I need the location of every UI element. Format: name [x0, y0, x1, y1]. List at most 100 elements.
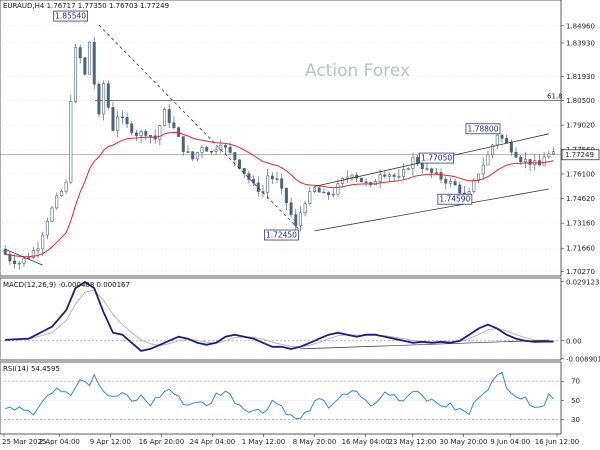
- candle-body: [430, 168, 434, 173]
- candle-body: [364, 181, 368, 183]
- macd-header: MACD(12,26,9) -0.000408 0.000167: [3, 281, 130, 289]
- price-annotation-box: [264, 229, 299, 241]
- candle-body: [158, 125, 162, 140]
- candle-body: [547, 153, 551, 158]
- macd-tick-label: -0.008901: [566, 355, 600, 363]
- time-tick-label: 16 Apr 20:00: [139, 438, 185, 446]
- candle-body: [64, 181, 68, 192]
- time-tick-label: 9 Apr 12:00: [90, 438, 131, 446]
- candle-body: [284, 187, 288, 204]
- candle-body: [256, 182, 260, 192]
- time-tick-label: 8 May 20:00: [293, 438, 337, 446]
- candle-body: [406, 168, 410, 170]
- rsi-line: [5, 371, 554, 420]
- candle-body: [519, 156, 523, 162]
- rsi-panel-frame: [0, 361, 562, 435]
- candle-body: [8, 254, 12, 262]
- candle-body: [69, 101, 73, 183]
- candle-body: [509, 142, 513, 153]
- candle-body: [491, 144, 495, 156]
- candle-body: [350, 174, 354, 178]
- price-annotations: 1.85540 1.72450 1.77050 1.74590 1.78800: [53, 10, 501, 241]
- candle-body: [280, 178, 284, 189]
- candle-body: [45, 220, 49, 236]
- rsi-tick-label: 70: [571, 378, 580, 386]
- candle-body: [120, 116, 124, 119]
- time-tick-label: 16 May 04:00: [342, 438, 390, 446]
- macd-panel-frame: [0, 277, 562, 361]
- candle-body: [416, 157, 420, 165]
- candle-body: [27, 257, 31, 259]
- price-tick-label: 1.79020: [566, 122, 595, 130]
- price-annotation-box: [437, 193, 473, 205]
- candle-body: [55, 195, 59, 209]
- candle-body: [177, 127, 181, 137]
- candle-body: [191, 151, 195, 160]
- candle-body: [247, 173, 251, 180]
- price-tick-label: 1.70270: [566, 268, 595, 276]
- macd-trendline-segment: [300, 339, 549, 350]
- macd-main-line: [5, 280, 554, 352]
- price-annotation-label: 1.78800: [467, 124, 498, 133]
- price-annotation-label: 1.85540: [55, 12, 86, 21]
- candle-body: [233, 152, 237, 161]
- candle-body: [467, 191, 471, 195]
- candle-body: [378, 174, 382, 182]
- candle-body: [341, 178, 345, 185]
- candle-body: [434, 172, 438, 174]
- candle-body: [439, 172, 443, 180]
- candle-body: [308, 191, 312, 205]
- candle-body: [528, 159, 532, 165]
- price-tick-label: 1.83930: [566, 39, 595, 47]
- price-tick-label: 1.84960: [566, 22, 595, 30]
- candle-body: [420, 163, 424, 170]
- candle-body: [345, 176, 349, 179]
- price-annotation-box: [465, 123, 501, 135]
- candle-body: [50, 207, 54, 222]
- candle-body: [453, 181, 457, 186]
- candle-body: [392, 174, 396, 177]
- macd-trendline: [300, 339, 549, 350]
- candle-body: [317, 187, 321, 193]
- candle-body: [148, 135, 152, 137]
- candle-body: [238, 159, 242, 169]
- candle-body: [294, 214, 298, 227]
- time-tick-label: 23 May 12:00: [388, 438, 436, 446]
- candle-body: [275, 178, 279, 180]
- candle-body: [125, 117, 129, 125]
- candle-body: [200, 147, 204, 153]
- candle-body: [425, 168, 429, 170]
- macd-panel: MACD(12,26,9) -0.000408 0.000167: [0, 277, 562, 361]
- candle-body: [472, 180, 476, 192]
- candle-body: [36, 248, 40, 251]
- candle-body: [209, 151, 213, 153]
- current-price-badge: 1.77249: [561, 149, 600, 161]
- price-tick-label: 1.81930: [566, 73, 595, 81]
- candle-body: [252, 179, 256, 184]
- candlestick-series: [3, 37, 556, 270]
- candle-body: [242, 168, 246, 174]
- candle-body: [92, 41, 96, 85]
- price-tick-label: 1.80500: [566, 97, 595, 105]
- candle-body: [223, 145, 227, 148]
- candle-body: [266, 175, 270, 193]
- candle-body: [13, 260, 17, 265]
- rsi-header: RSI(14) 54.4595: [3, 365, 60, 373]
- candle-body: [97, 83, 101, 115]
- candle-body: [552, 151, 556, 155]
- candle-body: [542, 156, 546, 166]
- price-annotation-label: 1.74590: [439, 195, 470, 204]
- time-tick-label: 25 Mar 2025: [2, 438, 46, 446]
- price-y-axis: 1.849601.839301.819301.805001.790201.775…: [561, 22, 595, 276]
- candle-body: [322, 191, 326, 194]
- candle-body: [41, 234, 45, 250]
- candle-body: [139, 131, 143, 137]
- price-annotation-box: [419, 152, 455, 164]
- price-tick-label: 1.76100: [566, 170, 595, 178]
- candle-body: [106, 83, 110, 108]
- candle-body: [144, 131, 148, 136]
- candle-body: [195, 151, 199, 160]
- rsi-panel: RSI(14) 54.4595: [0, 361, 562, 435]
- rsi-y-axis: 70 50 30: [561, 378, 580, 424]
